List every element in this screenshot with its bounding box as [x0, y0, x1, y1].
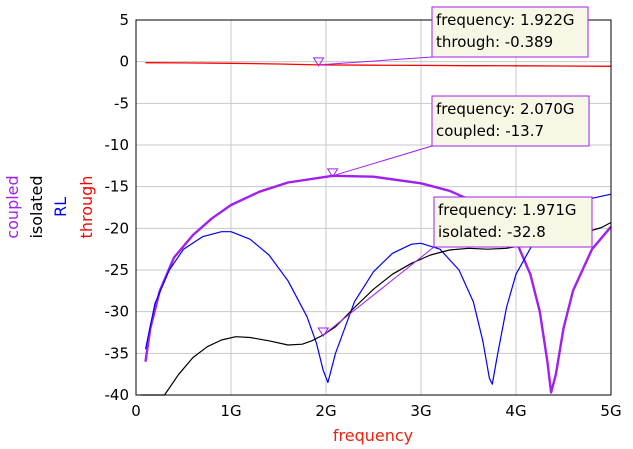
- x-tick-label: 1G: [220, 402, 241, 420]
- x-tick-label: 0: [131, 402, 141, 420]
- y-tick-label: -40: [105, 386, 130, 404]
- marker-label-box: [431, 6, 589, 58]
- x-tick-label: 5G: [600, 402, 621, 420]
- y-tick-label: -35: [105, 344, 130, 362]
- x-tick-label: 2G: [315, 402, 336, 420]
- y-axis-labels: coupled isolated RL through: [3, 175, 96, 238]
- marker-label-text: coupled: -13.7: [436, 122, 544, 140]
- x-tick-label: 4G: [505, 402, 526, 420]
- y-axis-label-RL: RL: [51, 197, 70, 217]
- marker-label-text: frequency: 1.922G: [436, 11, 575, 29]
- marker-label-box: [433, 196, 593, 248]
- marker-triangle-icon: [312, 57, 325, 67]
- series-line-through: [145, 62, 612, 67]
- y-tick-label: -30: [105, 303, 130, 321]
- marker-2: frequency: 2.070G coupled: -13.7: [326, 95, 590, 178]
- marker-leader-line: [322, 246, 435, 336]
- y-tick-label: 0: [119, 53, 129, 71]
- y-axis-label-coupled: coupled: [3, 175, 22, 238]
- x-tick-label: 3G: [410, 402, 431, 420]
- x-axis-label: frequency: [333, 426, 413, 445]
- tick-labels: 0 1G 2G 3G 4G 5G 5 0 -5 -10 -15 -20 -25 -30 -35 -40: [105, 11, 622, 420]
- marker-label-text: frequency: 1.971G: [438, 201, 577, 219]
- plot-frame: [135, 19, 612, 396]
- marker-triangle-icon: [317, 327, 330, 337]
- marker-leader-line: [318, 56, 433, 66]
- marker-3: frequency: 1.971G isolated: -32.8: [317, 196, 593, 337]
- y-tick-label: -25: [105, 261, 130, 279]
- series-line-coupled: [144, 174, 612, 394]
- y-tick-label: 5: [119, 11, 129, 29]
- y-tick-label: -20: [105, 219, 130, 237]
- marker-label-box: [431, 95, 590, 147]
- y-axis-label-through: through: [77, 176, 96, 239]
- marker-leader-line: [332, 145, 433, 177]
- marker-triangle-icon: [326, 168, 339, 178]
- marker-1: frequency: 1.922G through: -0.389: [312, 6, 589, 67]
- marker-label-text: through: -0.389: [436, 33, 553, 51]
- y-tick-label: -5: [114, 94, 129, 112]
- y-axis-label-isolated: isolated: [27, 175, 46, 238]
- marker-label-text: isolated: -32.8: [438, 223, 546, 241]
- marker-label-text: frequency: 2.070G: [436, 100, 575, 118]
- y-tick-label: -10: [105, 136, 130, 154]
- y-tick-label: -15: [105, 178, 130, 196]
- series-line-RL: [144, 193, 612, 385]
